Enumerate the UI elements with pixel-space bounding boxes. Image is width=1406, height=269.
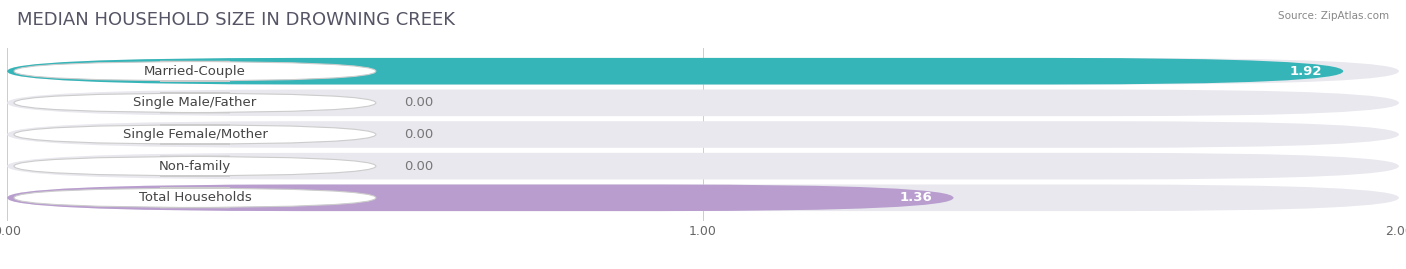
FancyBboxPatch shape bbox=[14, 188, 375, 208]
Text: Source: ZipAtlas.com: Source: ZipAtlas.com bbox=[1278, 11, 1389, 21]
Text: 1.36: 1.36 bbox=[900, 191, 932, 204]
Text: 1.92: 1.92 bbox=[1289, 65, 1323, 78]
Text: Total Households: Total Households bbox=[139, 191, 252, 204]
FancyBboxPatch shape bbox=[14, 125, 375, 144]
FancyBboxPatch shape bbox=[7, 58, 1343, 84]
FancyBboxPatch shape bbox=[14, 93, 375, 113]
Text: Non-family: Non-family bbox=[159, 160, 231, 173]
FancyBboxPatch shape bbox=[7, 90, 1399, 116]
Text: 0.00: 0.00 bbox=[404, 160, 433, 173]
FancyBboxPatch shape bbox=[7, 185, 953, 211]
Text: 0.00: 0.00 bbox=[404, 128, 433, 141]
Text: Single Female/Mother: Single Female/Mother bbox=[122, 128, 267, 141]
Text: Married-Couple: Married-Couple bbox=[143, 65, 246, 78]
FancyBboxPatch shape bbox=[7, 121, 1399, 148]
FancyBboxPatch shape bbox=[7, 58, 1399, 84]
FancyBboxPatch shape bbox=[7, 185, 1399, 211]
FancyBboxPatch shape bbox=[14, 61, 375, 81]
Text: Single Male/Father: Single Male/Father bbox=[134, 96, 256, 109]
FancyBboxPatch shape bbox=[14, 156, 375, 176]
Text: MEDIAN HOUSEHOLD SIZE IN DROWNING CREEK: MEDIAN HOUSEHOLD SIZE IN DROWNING CREEK bbox=[17, 11, 456, 29]
FancyBboxPatch shape bbox=[7, 153, 1399, 179]
Text: 0.00: 0.00 bbox=[404, 96, 433, 109]
